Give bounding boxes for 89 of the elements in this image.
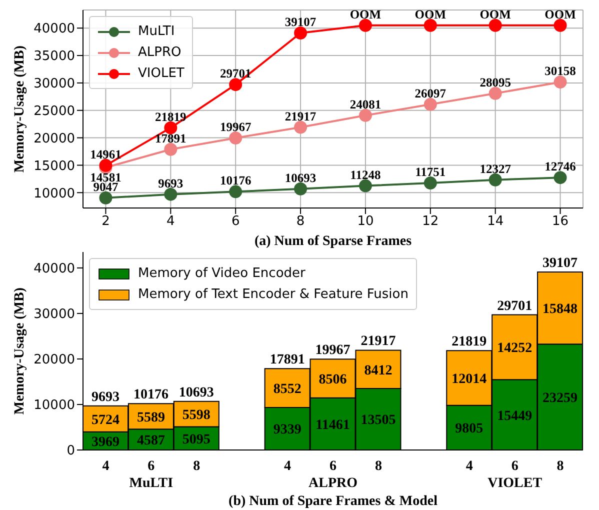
x-tick-label: 4 <box>284 459 292 474</box>
data-label: 4587 <box>136 434 165 449</box>
total-label: 17891 <box>270 352 305 368</box>
y-tick-label: 25000 <box>34 104 75 119</box>
data-label: 23259 <box>542 391 578 406</box>
legend-label: Memory of Video Encoder <box>138 265 306 283</box>
data-label: OOM <box>544 7 576 22</box>
text: VIOLET <box>488 476 543 491</box>
x-tick-label: 6 <box>231 214 240 230</box>
x-axis-title: (b) Num of Spare Frames & Model <box>228 494 438 510</box>
total-label: 19967 <box>315 343 350 358</box>
y-axis-title: Memory-Usage (MB) <box>12 287 28 415</box>
data-label: 12746 <box>544 160 576 174</box>
total-label: 21819 <box>452 334 487 350</box>
data-label: OOM <box>350 7 382 22</box>
y-tick-label: 20000 <box>34 131 75 146</box>
x-tick-label: 8 <box>556 459 564 474</box>
y-tick-label: 40000 <box>34 262 75 277</box>
x-tick-label: 4 <box>102 459 110 474</box>
y-tick-label: 20000 <box>34 352 75 368</box>
x-tick-label: 14 <box>487 214 504 230</box>
legend-label: ALPRO <box>138 44 182 62</box>
data-label: 10693 <box>284 170 316 185</box>
total-label: 21917 <box>360 334 396 350</box>
x-tick-label: 8 <box>374 459 382 474</box>
data-label: 10176 <box>220 174 252 188</box>
y-tick-label: 10000 <box>34 186 75 202</box>
data-label: 30158 <box>544 64 576 78</box>
data-label: 13505 <box>360 413 396 428</box>
data-label: 3969 <box>92 434 120 450</box>
y-tick-label: 40000 <box>34 22 75 37</box>
data-label: 11461 <box>316 418 350 433</box>
data-label: 14252 <box>497 341 532 356</box>
data-label: 17891 <box>155 131 186 146</box>
total-label: 10176 <box>133 388 168 403</box>
data-label: 9339 <box>273 422 302 438</box>
data-label: 5724 <box>92 412 120 428</box>
x-tick-label: 4 <box>466 459 473 474</box>
y-tick-label: 30000 <box>34 307 75 322</box>
total-label: 39107 <box>542 256 578 271</box>
x-tick-label: 16 <box>552 214 569 230</box>
x-tick-label: 12 <box>422 214 439 230</box>
data-label: 9805 <box>455 422 484 437</box>
data-label: 9693 <box>158 176 184 190</box>
x-tick-label: 4 <box>166 214 175 230</box>
x-tick-label: 6 <box>330 459 336 474</box>
data-label: 19967 <box>220 120 252 134</box>
y-axis-title: Memory-Usage (MB) <box>12 45 28 173</box>
data-label: 39107 <box>284 15 316 29</box>
x-axis-title: (a) Num of Sparse Frames <box>253 234 413 250</box>
text: MuLTI <box>129 476 174 491</box>
data-label: 24081 <box>350 97 382 112</box>
x-tick-label: 8 <box>193 459 200 474</box>
data-label: 21819 <box>155 110 186 124</box>
data-label: 15848 <box>542 302 578 318</box>
data-label: 5589 <box>136 410 165 426</box>
total-label: 9693 <box>92 390 120 405</box>
data-label: OOM <box>480 7 512 22</box>
text: ALPRO <box>308 476 358 491</box>
x-tick-label: 8 <box>296 214 305 230</box>
data-label: 8412 <box>364 363 392 378</box>
legend-label: VIOLET <box>138 65 184 83</box>
data-label: 21917 <box>284 109 316 124</box>
y-tick-label: 0 <box>66 444 75 459</box>
total-label: 29701 <box>497 298 532 314</box>
x-tick-label: 2 <box>102 214 110 230</box>
data-label: OOM <box>414 7 446 22</box>
x-tick-label: 6 <box>511 459 518 474</box>
data-label: 15449 <box>497 408 532 424</box>
x-tick-label: 10 <box>357 214 374 230</box>
data-label: 11751 <box>415 165 446 180</box>
y-tick-label: 35000 <box>34 49 75 64</box>
data-label: 8552 <box>273 382 302 397</box>
data-label: 12014 <box>452 372 487 387</box>
data-label: 14961 <box>90 147 122 162</box>
legend-label: MuLTI <box>138 23 175 41</box>
data-label: 12327 <box>480 162 511 176</box>
legend-label: Memory of Text Encoder & Feature Fusion <box>138 286 408 304</box>
y-tick-label: 15000 <box>34 158 75 174</box>
data-label: 5598 <box>182 408 210 424</box>
x-tick-label: 6 <box>148 459 155 474</box>
data-label: 11248 <box>350 168 381 182</box>
total-label: 10693 <box>178 385 214 400</box>
data-label: 5095 <box>182 432 210 448</box>
y-tick-label: 10000 <box>34 398 75 414</box>
y-tick-label: 30000 <box>34 76 75 92</box>
data-label: 8506 <box>318 372 347 388</box>
data-label: 26097 <box>414 86 446 100</box>
data-label: 28095 <box>480 75 511 90</box>
